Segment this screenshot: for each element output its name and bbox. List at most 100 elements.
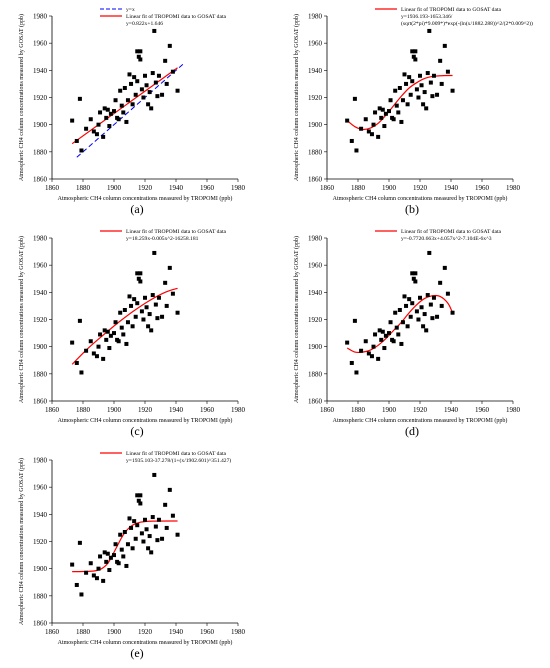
data-point: [133, 536, 138, 541]
data-point: [96, 344, 101, 349]
panel-caption: (b): [405, 202, 419, 216]
data-point: [102, 106, 107, 111]
data-point: [175, 88, 180, 93]
y-tick-label: 1920: [33, 538, 48, 546]
data-point: [91, 129, 96, 134]
data-point: [138, 57, 143, 62]
data-point: [156, 517, 161, 522]
y-tick-label: 1880: [33, 148, 48, 156]
data-point: [150, 515, 155, 520]
legend-entry: y=1935.103-37.278/(1+(x/1902.601)^351.42…: [126, 457, 231, 464]
data-point: [359, 348, 364, 353]
data-point: [175, 310, 180, 315]
data-point: [371, 122, 376, 127]
y-tick-label: 1860: [308, 398, 323, 406]
data-point: [155, 538, 160, 543]
x-tick-label: 1960: [200, 406, 215, 414]
data-point: [383, 333, 388, 338]
data-point: [94, 132, 99, 137]
y-tick-label: 1940: [33, 511, 48, 519]
data-point: [352, 96, 357, 101]
legend-entry: y=18.259x-0.005x^2-16258.181: [126, 236, 199, 242]
x-tick-label: 1960: [200, 184, 215, 192]
data-point: [141, 95, 146, 100]
data-point: [147, 312, 152, 317]
data-point: [112, 331, 116, 336]
data-point: [382, 124, 387, 129]
data-point: [405, 102, 410, 107]
data-point: [431, 295, 436, 300]
data-point: [79, 148, 84, 153]
data-point: [147, 90, 152, 95]
data-point: [418, 73, 422, 78]
data-point: [121, 332, 126, 337]
data-point: [396, 332, 401, 337]
data-point: [164, 303, 169, 308]
data-point: [170, 291, 175, 296]
data-point: [399, 119, 404, 124]
data-point: [430, 94, 435, 99]
data-point: [164, 81, 169, 86]
x-tick-label: 1960: [475, 184, 490, 192]
data-point: [139, 531, 144, 536]
y-tick-label: 1860: [33, 398, 48, 406]
x-tick-label: 1940: [444, 184, 459, 192]
data-point: [410, 49, 415, 54]
x-tick-label: 1980: [231, 628, 246, 636]
data-point: [94, 576, 99, 581]
data-point: [101, 134, 106, 139]
data-point: [376, 356, 381, 361]
data-point: [135, 79, 140, 84]
data-point: [428, 302, 433, 307]
data-point: [101, 578, 106, 583]
data-point: [411, 54, 416, 59]
data-point: [163, 502, 168, 507]
data-point: [410, 271, 415, 276]
data-point: [428, 80, 433, 85]
data-point: [107, 346, 112, 351]
data-point: [373, 332, 378, 337]
data-point: [138, 279, 143, 284]
data-point: [98, 110, 103, 115]
data-point: [130, 546, 135, 551]
data-point: [113, 320, 118, 325]
data-point: [379, 115, 384, 120]
legend-entry: Linear fit of TROPOMI data to GOSAT data: [126, 450, 227, 457]
data-point: [127, 294, 132, 299]
x-tick-label: 1980: [506, 184, 521, 192]
data-point: [149, 550, 154, 555]
data-point: [119, 547, 124, 552]
data-point: [108, 555, 113, 560]
y-axis-label: Atmospheric CH4 column concentrations me…: [293, 14, 300, 181]
data-point: [102, 328, 107, 333]
x-tick-label: 1900: [382, 406, 397, 414]
data-point: [96, 566, 101, 571]
data-point: [77, 540, 82, 545]
data-point: [413, 279, 418, 284]
data-point: [118, 532, 123, 537]
data-point: [155, 316, 160, 321]
x-tick-label: 1880: [76, 184, 91, 192]
y-tick-label: 1960: [308, 40, 323, 48]
data-point: [391, 117, 396, 122]
y-tick-label: 1940: [33, 289, 48, 297]
data-point: [416, 317, 421, 322]
data-point: [431, 73, 436, 78]
y-tick-label: 1960: [33, 262, 48, 270]
y-tick-label: 1860: [33, 620, 48, 628]
data-point: [393, 310, 398, 315]
x-tick-label: 1940: [169, 628, 184, 636]
data-point: [359, 126, 364, 131]
y-tick-label: 1900: [33, 343, 48, 351]
data-point: [84, 348, 89, 353]
data-point: [404, 303, 409, 308]
data-point: [70, 562, 75, 567]
data-point: [132, 519, 137, 524]
data-point: [108, 333, 113, 338]
x-tick-label: 1880: [76, 406, 91, 414]
data-point: [108, 111, 113, 116]
data-point: [150, 71, 155, 76]
data-point: [442, 43, 447, 48]
data-point: [377, 328, 382, 333]
data-point: [124, 563, 129, 568]
